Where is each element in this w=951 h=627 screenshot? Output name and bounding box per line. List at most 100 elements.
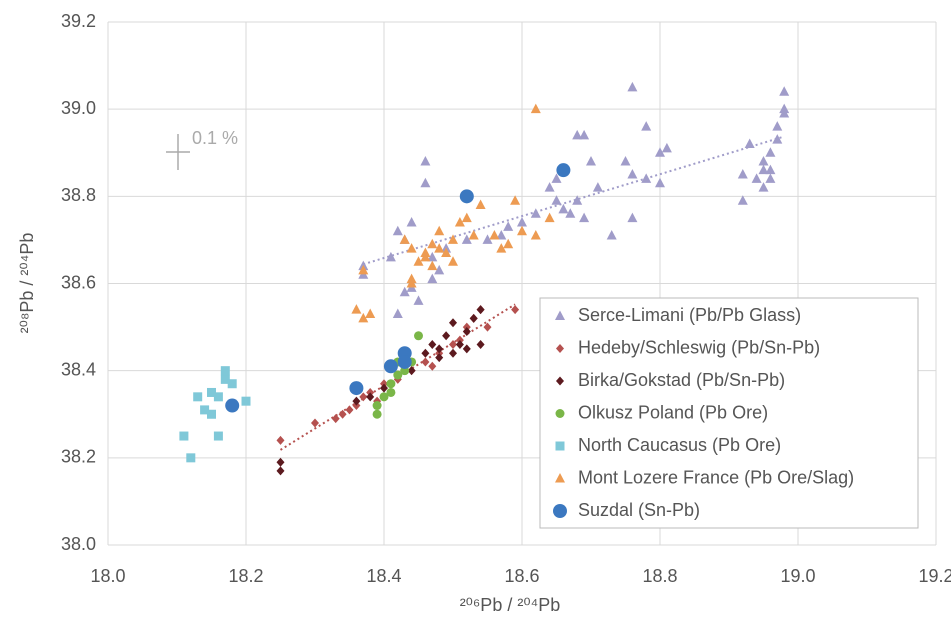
legend-marker [555,409,565,418]
point [565,208,576,218]
point [435,344,444,354]
point [530,230,541,240]
y-axis-title: ²⁰⁸Pb / ²⁰⁴Pb [17,233,37,334]
point [207,387,216,397]
point [469,313,478,323]
point [517,225,527,236]
point [454,216,465,227]
point [482,234,493,244]
point [517,216,527,227]
y-tick-label: 38.0 [61,534,96,554]
point [358,264,369,275]
x-tick-label: 19.2 [918,566,951,586]
point [413,295,424,305]
point [351,304,362,314]
point [572,129,583,140]
point [449,340,457,350]
legend-marker [555,310,565,320]
point [225,398,240,413]
legend-box [539,297,919,529]
point [511,305,520,315]
point [765,173,776,183]
point [772,121,783,131]
point [779,86,790,96]
legend-label: Olkusz Poland (Pb Ore) [578,402,768,422]
point [276,435,285,445]
point [503,221,514,231]
point [744,138,755,149]
point [461,234,472,244]
point [186,453,196,463]
point [475,199,486,210]
y-tick-label: 38.8 [61,185,96,205]
y-tick-label: 38.2 [61,447,96,467]
point [459,189,474,204]
point [392,308,403,319]
x-axis-title: ²⁰⁶Pb / ²⁰⁴Pb [460,595,561,615]
point [420,251,431,262]
x-tick-label: 18.8 [642,566,677,586]
point [434,264,445,275]
point [627,81,638,92]
point [779,103,790,114]
point [556,163,571,178]
point [407,366,416,376]
point [372,409,382,419]
point [311,418,319,428]
point [530,208,541,218]
point [462,344,471,354]
legend-marker [555,441,565,451]
point [406,216,417,227]
point [227,379,237,389]
point [448,256,458,266]
point [383,359,398,374]
legend-label: Hedeby/Schleswig (Pb/Sn-Pb) [578,337,820,357]
legend-marker [556,344,564,353]
point [399,234,410,244]
point [427,260,438,271]
point [579,129,590,140]
point [758,164,769,175]
point [661,142,672,153]
point [358,312,369,323]
point [641,121,652,131]
annotation: 0.1 % [192,128,238,148]
legend-label: Mont Lozere France (Pb Ore/Slag) [578,467,854,487]
point [737,195,748,205]
point [586,155,596,166]
point [627,212,638,223]
point [441,247,452,257]
point [385,251,396,262]
point [620,155,631,166]
point [765,164,776,175]
point [772,134,783,144]
point [220,374,230,384]
point [544,182,555,192]
point [406,278,417,288]
point [530,103,541,114]
point [392,225,403,236]
point [435,353,444,363]
point [352,396,361,406]
point [213,392,223,402]
trend-line [363,135,785,266]
legend-label: Suzdal (Sn-Pb) [578,500,700,520]
point [434,225,445,236]
x-tick-label: 18.0 [90,566,125,586]
point [393,370,403,380]
point [276,466,285,476]
point [606,230,617,240]
legend-label: Serce-Limani (Pb/Pb Glass) [578,305,801,325]
point [386,379,396,389]
point [489,230,500,240]
x-tick-label: 18.2 [228,566,263,586]
point [449,318,457,328]
y-tick-label: 39.0 [61,98,96,118]
point [655,147,665,157]
point [558,203,569,214]
point [572,195,583,205]
point [207,409,216,419]
point [483,322,492,332]
